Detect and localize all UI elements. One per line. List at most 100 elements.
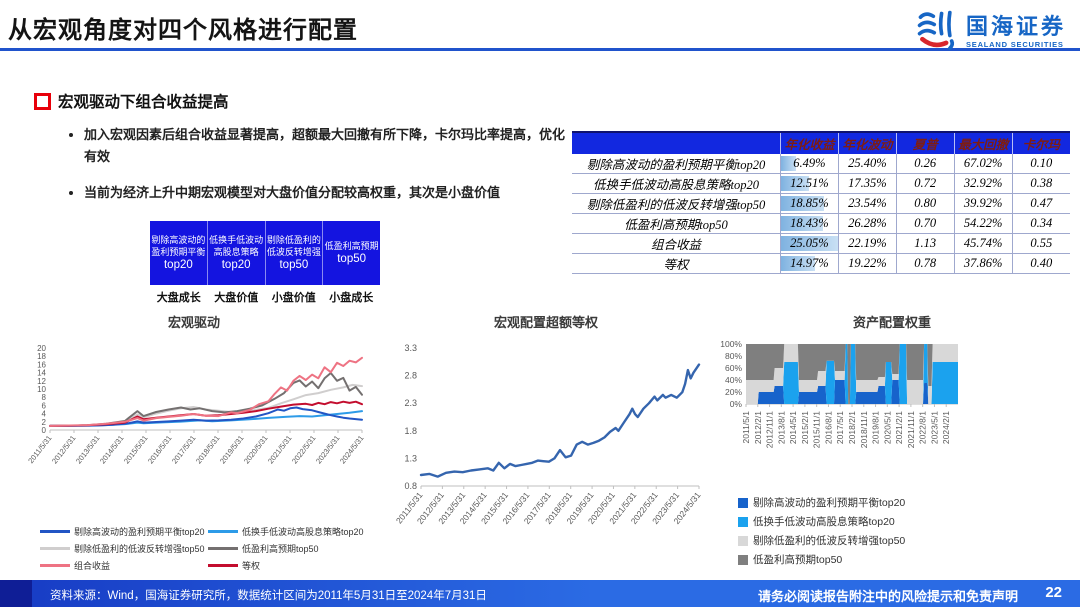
row-label: 低盈利高预期top50 — [572, 213, 781, 234]
cell-value: 6.49% — [780, 154, 839, 174]
legend-item: 组合收益 — [40, 559, 208, 572]
strategy-matrix-cells: 剔除高波动的盈利预期平衡 top20 低换手低波动高股息策略 top20 剔除低… — [150, 221, 380, 285]
svg-text:2012/2/1: 2012/2/1 — [753, 411, 763, 444]
line-series — [49, 406, 363, 427]
macro-drive-legend: 剔除高波动的盈利预期平衡top20 低换手低波动高股息策略top20 剔除低盈利的低… — [18, 525, 370, 572]
bullet-item: 当前为经济上升中期宏观模型对大盘价值分配较高权重，其次是小盘价值 — [84, 182, 570, 204]
legend-square-swatch — [738, 535, 748, 546]
bullet-item: 加入宏观因素后组合收益显著提高，超额最大回撤有所下降，卡尔玛比率提高，优化有效 — [84, 124, 570, 168]
table-row: 低换手低波动高股息策略top20 12.51% 17.35% 0.72 32.92% 0.… — [572, 173, 1070, 194]
data-bar — [781, 175, 810, 192]
svg-text:2021/11/1: 2021/11/1 — [906, 411, 916, 448]
style-label: 小盘成长 — [329, 292, 374, 304]
chart-macro-excess: 宏观配置超额等权 0.8 1.3 1.8 2.3 2.8 3.3 2011/5/31 2012… — [385, 312, 707, 581]
table-row: 等权 14.97% 19.22% 0.78 37.86% 0.40 — [572, 253, 1070, 274]
cell-value: 0.10 — [1011, 154, 1070, 174]
macro-drive-chart-canvas: 024681012141618202011/5/312012/5/312013/… — [26, 344, 366, 466]
company-logo: 国海证券 SEALAND SECURITIES — [915, 8, 1066, 57]
legend-item: 剔除高波动的盈利预期平衡top20 — [40, 525, 208, 538]
svg-text:3.3: 3.3 — [404, 343, 417, 353]
style-label: 大盘成长 — [156, 292, 201, 304]
macro-excess-chart-canvas: 0.81.31.82.32.83.32011/5/312012/5/312013… — [394, 343, 703, 526]
legend-line-swatch — [208, 530, 238, 533]
matrix-cell: 低换手低波动高股息策略 top20 — [206, 221, 265, 285]
matrix-cell-name: 低换手低波动高股息策略 — [209, 235, 264, 257]
svg-text:2019/8/1: 2019/8/1 — [871, 411, 881, 444]
cell-value: 0.70 — [895, 213, 955, 234]
bullet-list: 加入宏观因素后组合收益显著提高，超额最大回撤有所下降，卡尔玛比率提高，优化有效 … — [64, 124, 570, 218]
legend-label: 剔除低盈利的低波反转增强top50 — [753, 535, 906, 547]
legend-item: 低盈利高预期top50 — [738, 552, 1078, 567]
chart-title: 宏观配置超额等权 — [493, 315, 598, 330]
svg-text:2022/8/1: 2022/8/1 — [918, 411, 928, 444]
footer-bar: 资料来源：Wind，国海证券研究所，数据统计区间为2011年5月31日至2024… — [0, 580, 1080, 607]
strategy-matrix: 剔除高波动的盈利预期平衡 top20 低换手低波动高股息策略 top20 剔除低… — [150, 221, 380, 305]
page-title: 从宏观角度对四个风格进行配置 — [8, 17, 358, 44]
asset-weights-chart-canvas: 0% 20% 40% 60% 80% 100% 2011/5/1 2012/2/1 2012/1… — [720, 339, 958, 448]
svg-text:20: 20 — [37, 344, 46, 353]
matrix-cell: 剔除高波动的盈利预期平衡 top20 — [150, 221, 207, 285]
cell-value: 37.86% — [953, 253, 1013, 274]
svg-text:10: 10 — [37, 385, 46, 394]
area-series — [746, 344, 958, 404]
cell-value: 0.26 — [895, 154, 955, 174]
data-bar — [781, 155, 796, 172]
legend-label: 低盈利高预期top50 — [753, 554, 843, 566]
svg-text:8: 8 — [42, 393, 47, 402]
line-series — [419, 363, 701, 478]
area-series — [746, 344, 958, 404]
svg-text:2023/5/1: 2023/5/1 — [929, 411, 939, 444]
svg-text:100%: 100% — [720, 339, 742, 349]
cell-value: 1.13 — [895, 233, 955, 254]
svg-text:2018/11/1: 2018/11/1 — [859, 411, 869, 448]
style-labels-row: 大盘成长 大盘价值 小盘价值 小盘成长 — [150, 289, 380, 305]
logo-icon — [915, 8, 959, 57]
metrics-table-wrapper: 年化收益 年化波动 夏普 最大回撤 卡尔玛 剔除高波动的盈利预期平衡top20 6.49%… — [572, 131, 1070, 274]
style-label: 小盘价值 — [271, 292, 316, 304]
line-series — [49, 356, 363, 427]
svg-text:6: 6 — [42, 401, 47, 410]
line-series — [49, 372, 363, 427]
metrics-col-header — [572, 131, 781, 154]
legend-line-swatch — [40, 530, 70, 533]
data-bar — [781, 195, 824, 212]
svg-text:2.3: 2.3 — [404, 398, 417, 408]
svg-text:1.8: 1.8 — [404, 426, 417, 436]
row-label: 等权 — [572, 253, 781, 274]
cell-value: 0.47 — [1011, 193, 1070, 214]
svg-text:2016/8/1: 2016/8/1 — [823, 411, 833, 444]
cell-value: 39.92% — [953, 193, 1013, 214]
svg-text:2024/5/31: 2024/5/31 — [338, 434, 366, 466]
data-bar — [781, 215, 823, 232]
cell-value: 0.78 — [895, 253, 955, 274]
logo-name: 国海证券 — [965, 14, 1066, 40]
cell-value: 26.28% — [837, 213, 897, 234]
matrix-cell-name: 低盈利高预期 — [324, 240, 379, 251]
table-row: 组合收益 25.05% 22.19% 1.13 45.74% 0.55 — [572, 233, 1070, 254]
row-label: 剔除低盈利的低波反转增强top50 — [572, 193, 781, 214]
metrics-col-header: 卡尔玛 — [1011, 131, 1070, 154]
legend-item: 剔除低盈利的低波反转增强top50 — [40, 542, 208, 555]
metrics-col-header: 最大回撤 — [953, 131, 1013, 154]
legend-label: 等权 — [242, 561, 261, 571]
legend-label: 组合收益 — [74, 561, 111, 571]
data-bar — [781, 235, 838, 252]
page-number: 22 — [1045, 584, 1062, 601]
metrics-table-header-row: 年化收益 年化波动 夏普 最大回撤 卡尔玛 — [572, 131, 1070, 154]
cell-value: 17.35% — [837, 173, 897, 194]
svg-text:2021/2/1: 2021/2/1 — [894, 411, 904, 444]
section-title: 宏观驱动下组合收益提高 — [58, 94, 229, 111]
legend-line-swatch — [40, 564, 70, 567]
matrix-cell: 剔除低盈利的低波反转增强 top50 — [264, 221, 323, 285]
area-series — [746, 380, 958, 404]
svg-text:14: 14 — [37, 369, 46, 378]
cell-value: 0.34 — [1011, 213, 1070, 234]
chart-title: 资产配置权重 — [852, 315, 931, 330]
legend-item: 低换手低波动高股息策略top20 — [738, 514, 1078, 529]
svg-text:0%: 0% — [730, 399, 743, 409]
metrics-table: 年化收益 年化波动 夏普 最大回撤 卡尔玛 剔除高波动的盈利预期平衡top20 6.49%… — [572, 131, 1070, 274]
legend-item: 低换手低波动高股息策略top20 — [208, 525, 370, 538]
legend-square-swatch — [738, 554, 748, 565]
logo-subtext: SEALAND SECURITIES — [965, 40, 1064, 50]
svg-text:18: 18 — [37, 352, 46, 361]
